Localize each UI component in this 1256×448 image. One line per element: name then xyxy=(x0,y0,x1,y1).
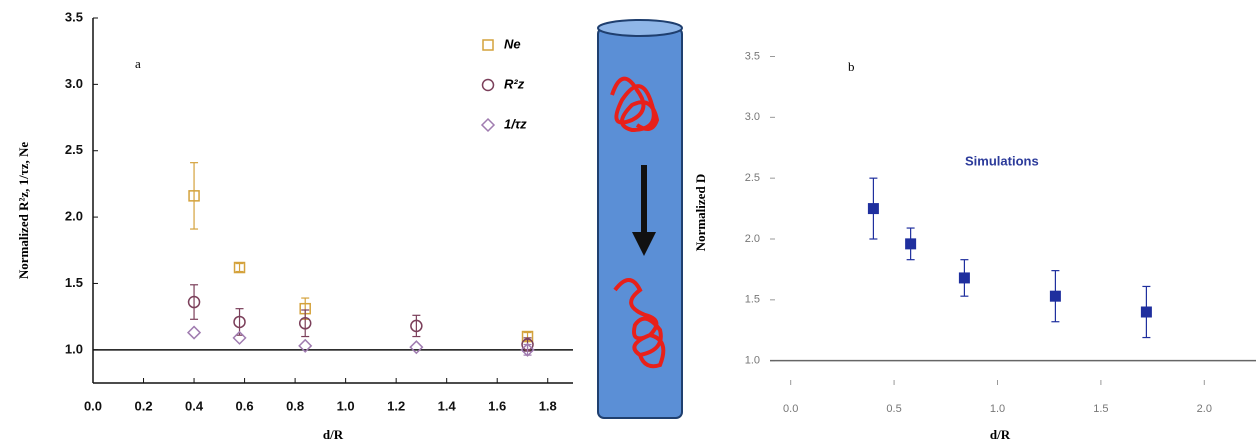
error-bar xyxy=(235,262,244,273)
legend-marker xyxy=(482,39,494,51)
data-point xyxy=(232,330,247,345)
polymer-coil xyxy=(610,76,660,133)
panel-label: b xyxy=(848,59,855,74)
y-tick-label: 3.0 xyxy=(745,111,760,123)
y-tick-label: 2.0 xyxy=(745,233,760,245)
x-axis-label: d/R xyxy=(990,427,1011,442)
data-point xyxy=(958,272,970,284)
data-point xyxy=(410,319,423,333)
panel-label: a xyxy=(135,56,141,71)
x-tick-label: 0.0 xyxy=(84,398,102,413)
y-tick-label: 1.0 xyxy=(65,341,83,356)
y-tick-label: 1.5 xyxy=(745,294,760,306)
y-axis-label: Normalized R²z, 1/τz, Ne xyxy=(16,142,31,280)
data-point xyxy=(905,238,917,250)
y-tick-label: 1.5 xyxy=(65,275,83,290)
error-bar xyxy=(301,309,310,338)
x-tick-label: 1.6 xyxy=(488,398,506,413)
y-tick-label: 2.5 xyxy=(745,172,760,184)
error-bar xyxy=(190,162,199,230)
x-axis-label: d/R xyxy=(323,427,344,442)
data-point xyxy=(233,261,246,274)
data-point xyxy=(298,338,313,353)
data-point xyxy=(867,203,879,215)
legend-marker xyxy=(480,117,496,133)
error-bar xyxy=(412,314,421,338)
data-point xyxy=(520,342,535,357)
tube-top xyxy=(597,19,683,37)
x-tick-label: 1.8 xyxy=(539,398,557,413)
data-point xyxy=(187,295,201,309)
x-tick-label: 0.5 xyxy=(886,403,901,415)
x-tick-label: 0.6 xyxy=(236,398,254,413)
polymer-coil xyxy=(613,278,666,369)
data-point xyxy=(1140,306,1152,318)
data-point xyxy=(186,325,202,340)
data-point xyxy=(298,317,312,330)
x-tick-label: 0.0 xyxy=(783,403,798,415)
legend-label: 1/τz xyxy=(504,116,527,131)
arrow-head xyxy=(632,232,656,256)
data-point xyxy=(1049,290,1061,302)
y-tick-label: 2.0 xyxy=(65,209,83,224)
x-tick-label: 1.4 xyxy=(438,398,457,413)
annotation: Simulations xyxy=(965,153,1039,168)
error-bar xyxy=(190,284,199,320)
y-tick-label: 2.5 xyxy=(65,142,83,157)
y-tick-label: 1.0 xyxy=(745,355,760,367)
legend-marker xyxy=(481,78,495,92)
x-tick-label: 1.0 xyxy=(990,403,1005,415)
x-tick-label: 1.2 xyxy=(387,398,405,413)
x-tick-label: 0.8 xyxy=(286,398,304,413)
x-tick-label: 2.0 xyxy=(1197,403,1212,415)
y-tick-label: 3.5 xyxy=(65,9,83,24)
y-axis-label: Normalized D xyxy=(693,174,708,252)
legend-label: Ne xyxy=(504,36,521,51)
y-tick-label: 3.0 xyxy=(65,76,83,91)
data-point xyxy=(233,315,246,329)
y-tick-label: 3.5 xyxy=(745,50,760,62)
data-point xyxy=(188,190,200,202)
legend-label: R²z xyxy=(504,76,525,91)
x-tick-label: 0.2 xyxy=(134,398,152,413)
tube-diagram xyxy=(597,19,683,419)
x-tick-label: 1.5 xyxy=(1093,403,1108,415)
data-point xyxy=(409,340,424,355)
x-tick-label: 0.4 xyxy=(185,398,204,413)
x-tick-label: 1.0 xyxy=(337,398,355,413)
